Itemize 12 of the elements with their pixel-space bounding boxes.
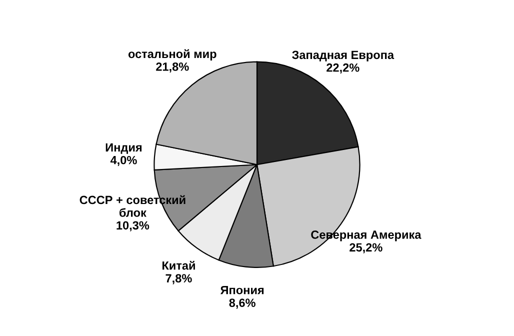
slice-label: Япония — [220, 286, 264, 294]
data-label: 7,8% — [166, 274, 192, 284]
data-label: 8,6% — [229, 298, 256, 309]
data-label: 25,2% — [350, 243, 382, 254]
data-label: 22,2% — [326, 63, 360, 74]
slice-label: Китай — [162, 260, 195, 270]
data-label: 10,3% — [116, 221, 150, 232]
slice-label: Индия — [106, 143, 142, 154]
slice-label: остальной мир — [128, 49, 216, 60]
data-label: 4,0% — [110, 156, 137, 166]
data-label: 21,8% — [156, 62, 189, 73]
slice-label: Западная Европа — [292, 50, 394, 62]
